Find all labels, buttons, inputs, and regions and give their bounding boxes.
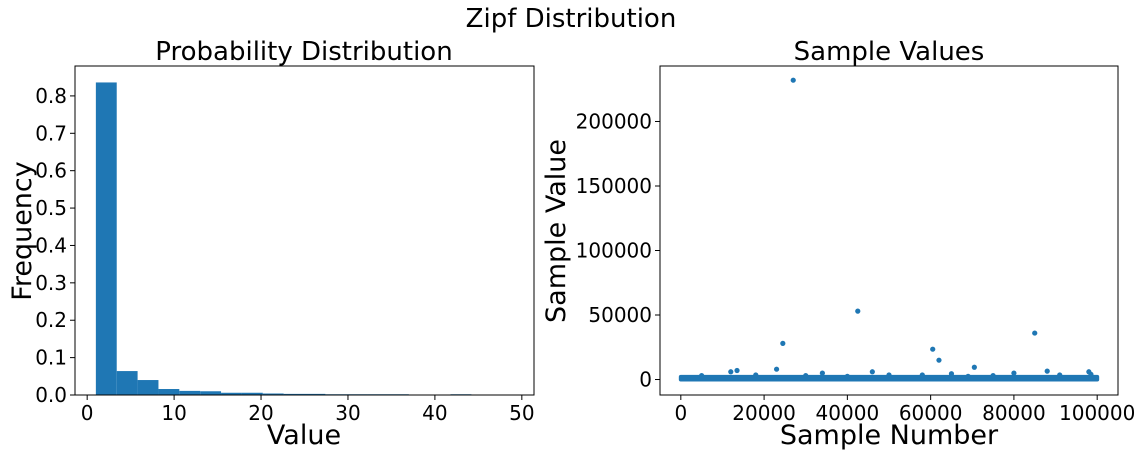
histogram-bar [283, 393, 305, 395]
histogram-bar [304, 393, 326, 395]
scatter-x-tick-label: 100000 [1059, 401, 1135, 425]
histogram-x-label: Value [267, 420, 341, 451]
histogram-y-tick-label: 0.0 [35, 383, 67, 407]
scatter-y-ticks: 0 50000 100000 150000 200000 [576, 109, 660, 392]
scatter-point [1011, 370, 1017, 376]
scatter-point [803, 373, 809, 379]
scatter-point [971, 364, 977, 370]
scatter-point [699, 373, 705, 379]
scatter-point [780, 340, 786, 346]
histogram-y-tick-label: 0.4 [35, 233, 67, 257]
histogram-y-tick-label: 0.3 [35, 271, 67, 295]
scatter-point [734, 367, 740, 374]
scatter-y-tick-label: 0 [639, 368, 652, 392]
figure-suptitle: Zipf Distribution [466, 4, 677, 34]
histogram-bars [95, 82, 514, 396]
scatter-point [948, 371, 955, 377]
scatter-point [728, 369, 734, 375]
scatter-point [990, 373, 996, 379]
scatter-x-ticks: 0 20000 40000 60000 80000 100000 [674, 395, 1135, 425]
scatter-x-label: Sample Number [780, 420, 999, 451]
scatter-y-tick-label: 100000 [576, 238, 652, 262]
scatter-frame [659, 65, 1119, 396]
scatter-x-tick-label: 0 [674, 401, 687, 425]
scatter-x-tick-label: 80000 [982, 401, 1046, 425]
scatter-axes: Sample Values 0 20000 40000 60000 80000 10000… [541, 37, 1135, 451]
scatter-points [699, 77, 1094, 379]
scatter-point [819, 370, 825, 376]
histogram-axes: Probability Distribution 0 10 20 30 40 50 0.0… [7, 37, 535, 451]
scatter-y-tick-label: 200000 [576, 109, 652, 133]
histogram-x-tick-label: 30 [335, 401, 360, 425]
histogram-bar [241, 392, 263, 395]
scatter-point [1057, 372, 1063, 378]
histogram-bar [137, 380, 159, 395]
scatter-point [844, 373, 850, 379]
scatter-point [869, 369, 875, 375]
scatter-x-tick-label: 60000 [899, 401, 963, 425]
histogram-x-tick-label: 40 [422, 401, 447, 425]
histogram-frame [74, 65, 535, 396]
histogram-bar [179, 390, 201, 395]
scatter-title: Sample Values [794, 37, 985, 67]
histogram-x-tick-label: 10 [161, 401, 186, 425]
histogram-bar [95, 82, 117, 395]
histogram-bar [262, 393, 284, 395]
scatter-point [855, 308, 861, 314]
scatter-y-tick-label: 150000 [576, 174, 652, 198]
histogram-y-tick-label: 0.8 [35, 84, 67, 108]
scatter-point [773, 366, 780, 372]
histogram-y-tick-label: 0.1 [35, 346, 67, 370]
histogram-bar [116, 371, 138, 395]
histogram-y-tick-label: 0.6 [35, 159, 67, 183]
scatter-point [886, 372, 892, 378]
histogram-x-ticks: 0 10 20 30 40 50 [81, 395, 535, 425]
histogram-x-tick-label: 20 [248, 401, 273, 425]
histogram-x-tick-label: 0 [81, 401, 94, 425]
scatter-y-tick-label: 50000 [588, 303, 652, 327]
histogram-bar [200, 391, 222, 395]
scatter-point [1044, 368, 1050, 374]
histogram-x-tick-label: 50 [509, 401, 534, 425]
scatter-point [919, 372, 925, 378]
scatter-point [1032, 330, 1038, 336]
scatter-point [930, 346, 936, 352]
histogram-y-label: Frequency [7, 161, 38, 301]
scatter-point [936, 357, 942, 363]
histogram-title: Probability Distribution [155, 37, 452, 67]
scatter-point [753, 372, 759, 378]
histogram-y-tick-label: 0.2 [35, 308, 67, 332]
scatter-point [790, 77, 796, 83]
histogram-bar [221, 392, 242, 395]
scatter-x-tick-label: 40000 [816, 401, 880, 425]
scatter-x-tick-label: 20000 [732, 401, 796, 425]
histogram-y-tick-label: 0.5 [35, 196, 67, 220]
scatter-y-label: Sample Value [541, 139, 572, 323]
histogram-y-tick-label: 0.7 [35, 121, 67, 145]
scatter-point [1088, 371, 1094, 377]
scatter-point [965, 373, 971, 379]
histogram-y-ticks: 0.0 0.1 0.2 0.3 0.4 0.5 0.6 0.7 0.8 [35, 84, 75, 407]
histogram-bar [158, 389, 180, 395]
